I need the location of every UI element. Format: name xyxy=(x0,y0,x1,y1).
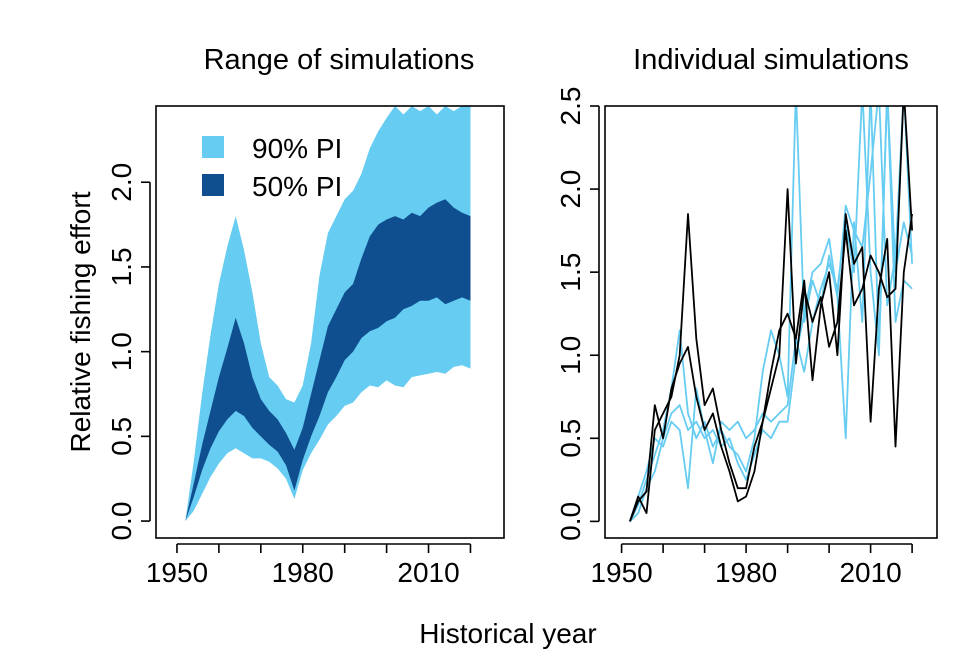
y-tick-label: 0.0 xyxy=(106,502,137,541)
y-tick-label: 1.5 xyxy=(555,253,586,292)
y-tick-label: 2.0 xyxy=(106,163,137,202)
left-panel-title: Range of simulations xyxy=(204,44,475,76)
simulation-line-4 xyxy=(629,106,913,522)
pi50-band xyxy=(185,199,471,522)
right-x-axis: 1950 1980 2010 xyxy=(590,543,913,588)
x-tick-label: 1980 xyxy=(715,557,777,588)
simulation-line-3 xyxy=(629,106,913,523)
pi90-band xyxy=(185,106,471,522)
legend-label-pi90: 90% PI xyxy=(252,133,342,164)
right-panel-title: Individual simulations xyxy=(633,44,909,76)
y-tick-label: 2.0 xyxy=(555,170,586,209)
left-y-axis: 0.0 0.5 1.0 1.5 2.0 xyxy=(106,163,151,541)
legend-swatch-pi50 xyxy=(202,174,224,196)
simulation-line-1 xyxy=(629,106,913,522)
left-x-axis: 1950 1980 2010 xyxy=(146,543,472,588)
y-axis-title: Relative fishing effort xyxy=(65,191,96,452)
right-plot-box xyxy=(604,105,938,539)
left-panel: Range of simulations 1950 1980 2010 0.0 0.5… xyxy=(65,44,505,588)
simulation-line-5 xyxy=(629,213,913,522)
x-tick-label: 1950 xyxy=(146,557,208,588)
simulation-line-2 xyxy=(629,106,913,522)
right-lines xyxy=(629,106,913,523)
y-tick-label: 1.0 xyxy=(555,336,586,375)
y-tick-label: 0.5 xyxy=(555,419,586,458)
y-tick-label: 1.5 xyxy=(106,247,137,286)
x-tick-label: 2010 xyxy=(839,557,901,588)
legend-label-pi50: 50% PI xyxy=(252,171,342,202)
y-tick-label: 0.5 xyxy=(106,417,137,456)
right-y-axis: 0.0 0.5 1.0 1.5 2.0 2.5 xyxy=(555,87,600,541)
x-tick-label: 2010 xyxy=(397,557,459,588)
left-legend: 90% PI 50% PI xyxy=(202,133,342,202)
y-tick-label: 1.0 xyxy=(106,332,137,371)
y-tick-label: 0.0 xyxy=(555,502,586,541)
y-tick-label: 2.5 xyxy=(555,87,586,126)
right-panel: Individual simulations 1950 1980 2010 0.00… xyxy=(555,44,938,588)
left-plot-box xyxy=(155,105,505,539)
left-bands xyxy=(185,106,471,522)
legend-swatch-pi90 xyxy=(202,136,224,158)
x-tick-label: 1950 xyxy=(590,557,652,588)
x-tick-label: 1980 xyxy=(272,557,334,588)
x-axis-title: Historical year xyxy=(419,618,596,649)
